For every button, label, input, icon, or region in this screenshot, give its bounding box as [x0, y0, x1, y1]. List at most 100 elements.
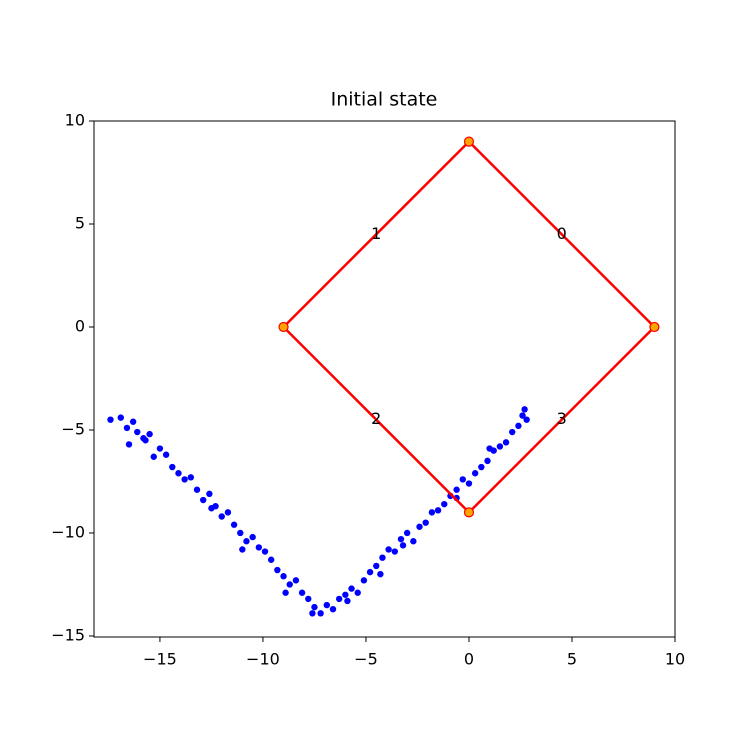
y-tick-label: −5: [61, 419, 85, 438]
scatter-point: [255, 544, 263, 551]
scatter-point: [399, 542, 407, 549]
scatter-point: [416, 523, 423, 530]
scatter-point: [344, 597, 351, 605]
scatter-point: [317, 610, 324, 617]
scatter-point: [422, 519, 429, 526]
scatter-point: [280, 573, 287, 580]
x-tick-label: −5: [354, 650, 378, 669]
scatter-point: [478, 463, 485, 471]
scatter-point: [134, 428, 141, 436]
y-tick-label: −10: [51, 522, 85, 541]
scatter-point: [169, 463, 176, 471]
scatter-point: [309, 610, 316, 617]
scatter-point: [391, 548, 399, 555]
polygon-vertex: [463, 507, 475, 518]
scatter-point: [129, 418, 137, 425]
scatter-point: [274, 566, 281, 574]
scatter-point: [366, 568, 374, 576]
scatter-point: [441, 500, 448, 508]
scatter-point: [142, 437, 149, 444]
scatter-point: [397, 535, 405, 543]
polygon-vertex: [463, 136, 475, 147]
scatter-point: [123, 424, 131, 432]
scatter-point: [208, 505, 215, 512]
scatter-point: [459, 476, 466, 483]
scatter-point: [239, 546, 246, 553]
polygon-vertex: [649, 321, 660, 333]
scatter-point: [379, 554, 386, 561]
scatter-point: [146, 430, 153, 438]
scatter-point: [181, 476, 188, 483]
scatter-point: [502, 439, 510, 446]
edge-label: 1: [371, 224, 381, 243]
scatter-point: [261, 548, 269, 555]
scatter-point: [156, 445, 164, 452]
scatter-point: [509, 428, 516, 436]
scatter-point: [428, 509, 436, 516]
scatter-point: [329, 605, 337, 613]
scatter-point: [434, 507, 442, 514]
edge-label: 2: [371, 409, 381, 428]
scatter-point: [484, 457, 491, 465]
scatter-point: [107, 416, 114, 423]
scatter-point: [335, 595, 343, 603]
scatter-point: [453, 486, 460, 493]
x-tick-label: −10: [246, 650, 280, 669]
scatter-point: [267, 556, 275, 563]
scatter-point: [496, 443, 504, 450]
scatter-point: [117, 414, 124, 421]
scatter-point: [410, 538, 417, 545]
scatter-point: [465, 480, 473, 487]
scatter-point: [515, 422, 522, 430]
scatter-point: [311, 603, 318, 611]
scatter-point: [125, 441, 133, 448]
scatter-point: [519, 412, 526, 419]
x-tick-label: −15: [143, 650, 177, 669]
polygon-outline: [281, 139, 657, 515]
scatter-point: [471, 470, 479, 477]
scatter-point: [230, 521, 238, 528]
scatter-point: [237, 529, 244, 537]
edge-label: 3: [557, 409, 567, 428]
scatter-point: [199, 496, 207, 504]
scatter-point: [323, 601, 331, 609]
scatter-point: [298, 589, 306, 596]
x-tick-label: 5: [567, 650, 577, 669]
y-tick-label: 10: [65, 111, 85, 130]
scatter-point: [292, 577, 300, 584]
scatter-point: [162, 451, 170, 458]
y-tick-label: −15: [51, 625, 85, 644]
y-tick-label: 5: [75, 213, 85, 232]
scatter-point: [377, 570, 384, 578]
scatter-point: [385, 546, 392, 553]
scatter-point: [193, 486, 201, 493]
x-tick-label: 10: [665, 650, 685, 669]
scatter-point: [521, 406, 528, 413]
scatter-point: [360, 577, 368, 584]
scatter-point: [373, 562, 380, 570]
scatter-point: [342, 591, 349, 598]
scatter-point: [224, 509, 232, 516]
chart-title: Initial state: [331, 89, 438, 111]
scatter-point: [523, 416, 530, 423]
scatter-point: [218, 513, 225, 520]
scatter-point: [486, 445, 493, 452]
scatter-point: [286, 581, 293, 588]
scatter-point: [249, 533, 256, 541]
x-tick-label: 0: [464, 650, 474, 669]
scatter-point: [403, 529, 411, 537]
scatter-point: [243, 538, 250, 545]
scatter-point: [354, 589, 361, 596]
scatter-point: [206, 490, 213, 498]
plot-frame: [93, 120, 676, 638]
scatter-point: [348, 585, 355, 592]
scatter-point: [282, 589, 289, 596]
polygon-vertex: [278, 321, 289, 333]
scatter-point: [175, 470, 182, 477]
edge-label: 0: [557, 224, 567, 243]
y-tick-label: 0: [75, 316, 85, 335]
scatter-point: [187, 474, 195, 481]
scatter-point: [150, 453, 157, 460]
scatter-point: [305, 595, 312, 603]
